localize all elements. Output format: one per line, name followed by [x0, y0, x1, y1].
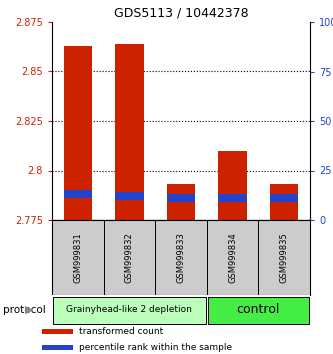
Text: percentile rank within the sample: percentile rank within the sample [79, 343, 232, 352]
Text: GSM999835: GSM999835 [280, 232, 289, 283]
Text: GSM999831: GSM999831 [73, 232, 82, 283]
Text: protocol: protocol [3, 305, 46, 315]
Bar [53, 297, 206, 324]
Bar [218, 194, 247, 202]
Text: ▶: ▶ [25, 305, 34, 315]
Bar [64, 190, 92, 198]
Bar [270, 184, 298, 220]
Text: GSM999832: GSM999832 [125, 232, 134, 283]
Bar [167, 184, 195, 220]
Bar [270, 194, 298, 202]
Bar [218, 151, 247, 220]
Text: GSM999833: GSM999833 [176, 232, 185, 283]
Bar [115, 192, 144, 200]
Bar [64, 46, 92, 220]
Text: GSM999834: GSM999834 [228, 232, 237, 283]
Text: control: control [237, 303, 280, 316]
Bar [115, 44, 144, 220]
Bar [42, 345, 73, 350]
Bar [42, 329, 73, 334]
Text: Grainyhead-like 2 depletion: Grainyhead-like 2 depletion [67, 305, 192, 314]
Title: GDS5113 / 10442378: GDS5113 / 10442378 [114, 6, 248, 19]
Bar [167, 194, 195, 202]
Bar [208, 297, 309, 324]
Text: transformed count: transformed count [79, 327, 164, 336]
